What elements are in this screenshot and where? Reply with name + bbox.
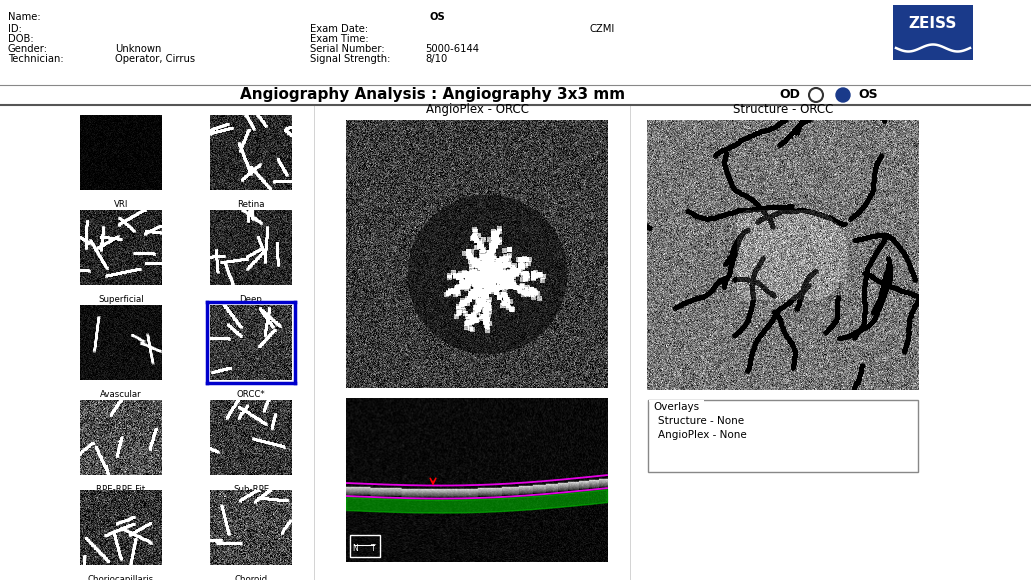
Text: Signal Strength:: Signal Strength: — [310, 54, 391, 64]
Text: Name:: Name: — [8, 12, 40, 22]
Text: Deep: Deep — [239, 295, 263, 304]
Text: OD: OD — [779, 89, 800, 101]
Text: Angiography Analysis : Angiography 3x3 mm: Angiography Analysis : Angiography 3x3 m… — [240, 88, 626, 103]
Text: CZMI: CZMI — [590, 24, 616, 34]
Text: Sub-RPE: Sub-RPE — [233, 485, 269, 494]
Text: N: N — [352, 544, 358, 553]
Text: RPE-RPE Fit: RPE-RPE Fit — [96, 485, 145, 494]
Text: 8/10: 8/10 — [425, 54, 447, 64]
Text: 5000-6144: 5000-6144 — [425, 44, 479, 54]
Text: ID:: ID: — [8, 24, 22, 34]
Text: OS: OS — [858, 89, 877, 101]
Text: Structure - None: Structure - None — [658, 416, 744, 426]
Circle shape — [836, 88, 850, 102]
Text: Gender:: Gender: — [8, 44, 48, 54]
Bar — [893, 5, 973, 60]
Text: Operator, Cirrus: Operator, Cirrus — [115, 54, 195, 64]
Text: AngioPlex - None: AngioPlex - None — [658, 430, 746, 440]
Text: Structure - ORCC: Structure - ORCC — [733, 103, 833, 116]
Text: OS: OS — [430, 12, 445, 22]
Text: Technician:: Technician: — [8, 54, 64, 64]
Bar — [0, 85, 1031, 105]
Text: Exam Time:: Exam Time: — [310, 34, 369, 44]
Text: Overlays: Overlays — [653, 402, 699, 412]
Bar — [350, 535, 380, 557]
Text: DOB:: DOB: — [8, 34, 34, 44]
Bar — [648, 400, 704, 402]
Text: Exam Date:: Exam Date: — [310, 24, 368, 34]
Text: ORCC*: ORCC* — [237, 390, 265, 399]
Text: Avascular: Avascular — [100, 390, 142, 399]
Text: AngioPlex - ORCC: AngioPlex - ORCC — [426, 103, 529, 116]
Text: Unknown: Unknown — [115, 44, 162, 54]
Text: T: T — [371, 544, 375, 553]
Text: ZEISS: ZEISS — [908, 16, 957, 31]
Text: Serial Number:: Serial Number: — [310, 44, 385, 54]
Text: Choriocapillaris: Choriocapillaris — [88, 575, 154, 580]
Text: Retina: Retina — [237, 200, 265, 209]
Text: Superficial: Superficial — [98, 295, 143, 304]
Bar — [648, 400, 918, 472]
Text: VRI: VRI — [113, 200, 128, 209]
Text: Choroid: Choroid — [234, 575, 268, 580]
